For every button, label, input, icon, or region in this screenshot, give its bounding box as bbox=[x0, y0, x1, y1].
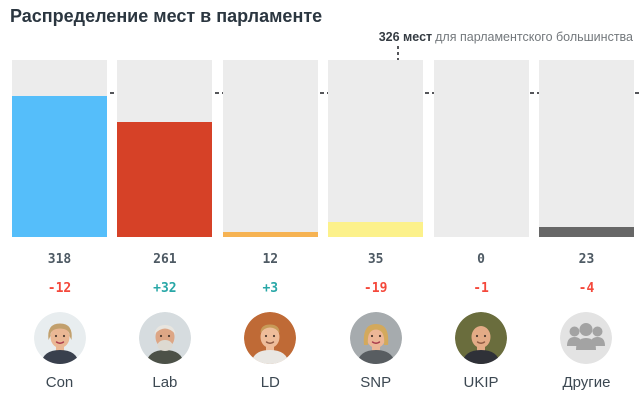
labour-leader-photo bbox=[138, 312, 191, 364]
bar-track bbox=[433, 60, 529, 237]
seat-bar bbox=[538, 227, 634, 237]
majority-annotation: 326 мест для парламентского большинства bbox=[379, 30, 633, 44]
majority-threshold-line bbox=[12, 92, 641, 94]
seats-change: -12 bbox=[47, 281, 72, 296]
avatar-image bbox=[560, 312, 613, 364]
ukip-leader-photo bbox=[455, 312, 508, 364]
seat-bar bbox=[117, 122, 213, 237]
avatar-image bbox=[138, 312, 191, 364]
seats-value: 261 bbox=[153, 252, 177, 267]
seats-value: 35 bbox=[367, 252, 384, 267]
seat-bar bbox=[328, 222, 424, 237]
party-column-другие: 23 -4 Другие bbox=[538, 60, 634, 392]
seats-change: -19 bbox=[363, 281, 388, 296]
snp-leader-photo bbox=[349, 312, 402, 364]
bar-track bbox=[328, 60, 424, 237]
seats-value: 12 bbox=[262, 252, 279, 267]
bar-track bbox=[222, 60, 318, 237]
bar-track bbox=[117, 60, 213, 237]
bar-track bbox=[12, 60, 107, 237]
party-column-con: 318 -12 Con bbox=[12, 60, 107, 392]
party-column-ukip: 0 -1 UKIP bbox=[433, 60, 529, 392]
seats-value: 318 bbox=[47, 252, 72, 267]
party-label: Lab bbox=[152, 374, 178, 391]
conservative-leader-photo bbox=[33, 312, 86, 364]
party-column-ld: 12 +3 LD bbox=[222, 60, 318, 392]
seat-bar bbox=[12, 96, 107, 237]
seats-change: +32 bbox=[153, 281, 177, 296]
party-label: UKIP bbox=[463, 374, 499, 391]
party-column-snp: 35 -19 SNP bbox=[328, 60, 424, 392]
bar-chart: 318 -12 Con 261 +32 Lab 12 +3 LD 35 -19 … bbox=[12, 60, 634, 392]
avatar-image bbox=[33, 312, 86, 364]
majority-text: для парламентского большинства bbox=[435, 30, 633, 44]
seats-change: -4 bbox=[578, 281, 595, 296]
others-group-icon bbox=[560, 312, 613, 364]
party-label: LD bbox=[260, 374, 280, 391]
seats-value: 23 bbox=[578, 252, 595, 267]
bar-track bbox=[538, 60, 634, 237]
party-label: Другие bbox=[562, 374, 611, 391]
avatar-image bbox=[455, 312, 508, 364]
party-label: Con bbox=[45, 374, 74, 391]
majority-value: 326 мест bbox=[378, 30, 433, 44]
chart-title: Распределение мест в парламенте bbox=[10, 6, 323, 26]
libdem-leader-photo bbox=[244, 312, 297, 364]
avatar-image bbox=[349, 312, 402, 364]
party-label: SNP bbox=[360, 374, 392, 391]
avatar-image bbox=[244, 312, 297, 364]
seat-bar bbox=[222, 232, 318, 237]
seats-value: 0 bbox=[477, 252, 485, 267]
seats-change: -1 bbox=[473, 281, 489, 296]
seats-change: +3 bbox=[262, 281, 279, 296]
party-column-lab: 261 +32 Lab bbox=[117, 60, 213, 392]
